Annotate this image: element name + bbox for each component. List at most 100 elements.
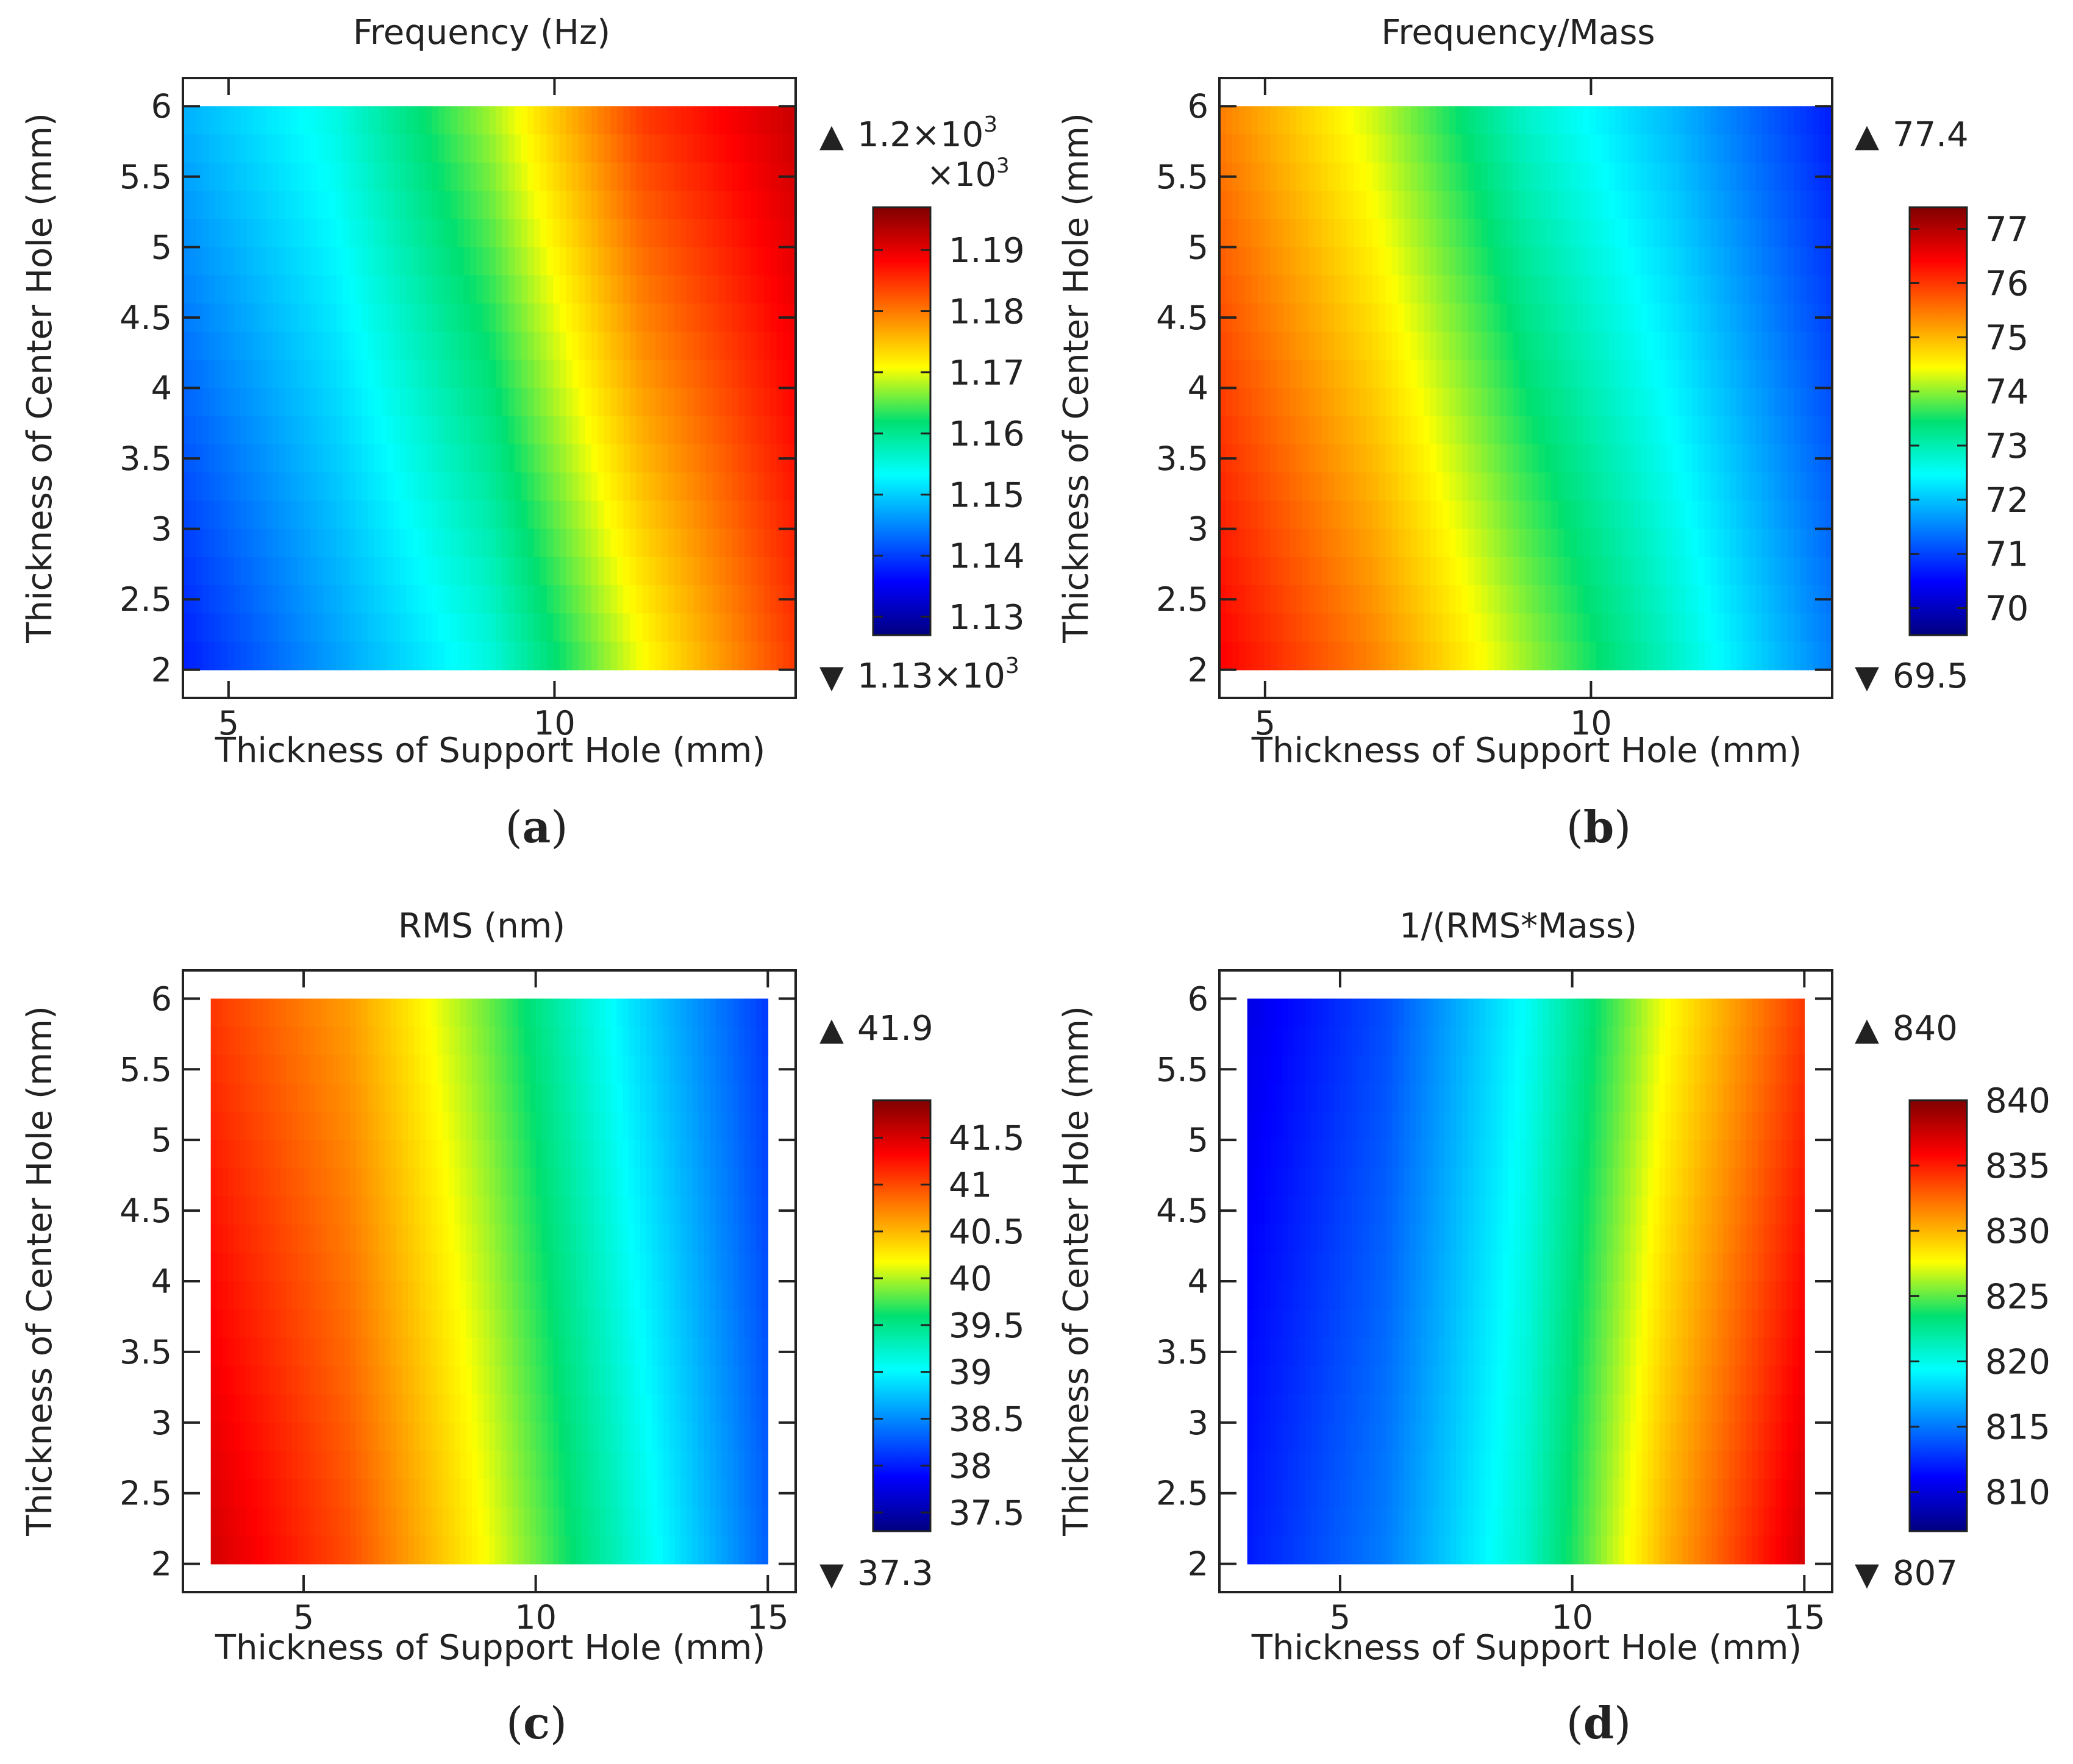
heatmap-cell bbox=[527, 106, 535, 135]
heatmap-cell bbox=[362, 162, 369, 191]
heatmap-cell bbox=[1513, 641, 1520, 670]
heatmap-cell bbox=[646, 1196, 652, 1226]
heatmap-cell bbox=[521, 444, 529, 473]
heatmap-cell bbox=[1660, 219, 1667, 248]
heatmap-cell bbox=[323, 528, 330, 558]
heatmap-cell bbox=[610, 275, 618, 304]
heatmap-cell bbox=[693, 134, 701, 163]
heatmap-cell bbox=[1557, 219, 1565, 248]
heatmap-cell bbox=[1519, 190, 1527, 219]
heatmap-cell bbox=[390, 998, 398, 1028]
heatmap-cell bbox=[444, 585, 452, 614]
heatmap-cell bbox=[1494, 106, 1501, 135]
heatmap-cell bbox=[733, 1253, 740, 1282]
heatmap-field bbox=[210, 998, 769, 1565]
heatmap-cell bbox=[540, 332, 548, 361]
heatmap-cell bbox=[1557, 162, 1565, 191]
heatmap-cell bbox=[419, 1225, 426, 1254]
heatmap-cell bbox=[738, 388, 746, 417]
heatmap-cell bbox=[323, 416, 330, 445]
heatmap-cell bbox=[202, 275, 209, 304]
heatmap-cell bbox=[1825, 388, 1833, 417]
heatmap-cell bbox=[1519, 613, 1527, 642]
heatmap-cell bbox=[668, 360, 675, 389]
heatmap-cell bbox=[636, 388, 643, 417]
heatmap-cell bbox=[662, 388, 669, 417]
heatmap-cell bbox=[1232, 247, 1240, 276]
heatmap-cell bbox=[1761, 528, 1769, 558]
heatmap-cell bbox=[454, 998, 461, 1028]
heatmap-cell bbox=[1507, 557, 1514, 586]
heatmap-cell bbox=[715, 1055, 722, 1084]
heatmap-cell bbox=[738, 360, 746, 389]
heatmap-cell bbox=[605, 1026, 612, 1056]
heatmap-cell bbox=[727, 1026, 734, 1056]
heatmap-cell bbox=[272, 134, 279, 163]
heatmap-cell bbox=[553, 1225, 560, 1254]
heatmap-cell bbox=[727, 1168, 734, 1197]
heatmap-cell bbox=[655, 416, 662, 445]
heatmap-cell bbox=[585, 388, 592, 417]
heatmap-cell bbox=[316, 557, 324, 586]
heatmap-cell bbox=[1800, 528, 1807, 558]
heatmap-cell bbox=[585, 444, 592, 473]
heatmap-cell bbox=[483, 1196, 490, 1226]
heatmap-cell bbox=[304, 528, 312, 558]
heatmap-cell bbox=[457, 472, 465, 502]
heatmap-cell bbox=[396, 1083, 403, 1112]
heatmap-cell bbox=[657, 1140, 664, 1169]
heatmap-cell bbox=[610, 416, 618, 445]
heatmap-cell bbox=[431, 1055, 438, 1084]
heatmap-cell bbox=[1768, 641, 1775, 670]
heatmap-cell bbox=[1634, 303, 1641, 332]
heatmap-cell bbox=[750, 1225, 757, 1254]
heatmap-cell bbox=[1430, 275, 1437, 304]
heatmap-cell bbox=[1544, 332, 1552, 361]
heatmap-cell bbox=[1660, 275, 1667, 304]
heatmap-plot: 22.533.544.555.565 10 bbox=[1156, 77, 1833, 742]
heatmap-cell bbox=[655, 528, 662, 558]
heatmap-cell bbox=[374, 360, 382, 389]
heatmap-cell bbox=[1564, 303, 1571, 332]
heatmap-cell bbox=[680, 134, 688, 163]
heatmap-cell bbox=[1468, 416, 1475, 445]
heatmap-cell bbox=[1474, 585, 1482, 614]
heatmap-cell bbox=[216, 1055, 223, 1084]
heatmap-cell bbox=[1679, 162, 1686, 191]
heatmap-cell bbox=[725, 332, 733, 361]
heatmap-cell bbox=[251, 1225, 258, 1254]
heatmap-cell bbox=[1698, 360, 1705, 389]
heatmap-cell bbox=[591, 444, 599, 473]
heatmap-cell bbox=[476, 275, 483, 304]
heatmap-cell bbox=[751, 388, 758, 417]
heatmap-cell bbox=[719, 134, 726, 163]
heatmap-cell bbox=[763, 613, 771, 642]
heatmap-cell bbox=[541, 998, 548, 1028]
heatmap-cell bbox=[698, 1225, 705, 1254]
heatmap-cell bbox=[368, 444, 375, 473]
heatmap-cell bbox=[495, 1083, 502, 1112]
heatmap-cell bbox=[1474, 332, 1482, 361]
heatmap-cell bbox=[291, 1111, 299, 1140]
heatmap-cell bbox=[642, 416, 650, 445]
heatmap-cell bbox=[466, 1026, 473, 1056]
heatmap-cell bbox=[1487, 332, 1494, 361]
heatmap-cell bbox=[240, 303, 248, 332]
heatmap-cell bbox=[1481, 416, 1488, 445]
heatmap-cell bbox=[1436, 162, 1444, 191]
heatmap-cell bbox=[662, 613, 669, 642]
heatmap-cell bbox=[1807, 162, 1814, 191]
heatmap-cell bbox=[1500, 416, 1507, 445]
heatmap-cell bbox=[399, 134, 407, 163]
heatmap-cell bbox=[1583, 444, 1590, 473]
heatmap-cell bbox=[646, 1225, 652, 1254]
heatmap-cell bbox=[565, 1026, 571, 1056]
heatmap-cell bbox=[253, 360, 260, 389]
heatmap-cell bbox=[1264, 162, 1271, 191]
heatmap-cell bbox=[195, 557, 203, 586]
heatmap-cell bbox=[719, 528, 726, 558]
heatmap-cell bbox=[1443, 528, 1450, 558]
heatmap-cell bbox=[402, 1225, 409, 1254]
heatmap-cell bbox=[183, 106, 190, 135]
heatmap-cell bbox=[1270, 303, 1278, 332]
